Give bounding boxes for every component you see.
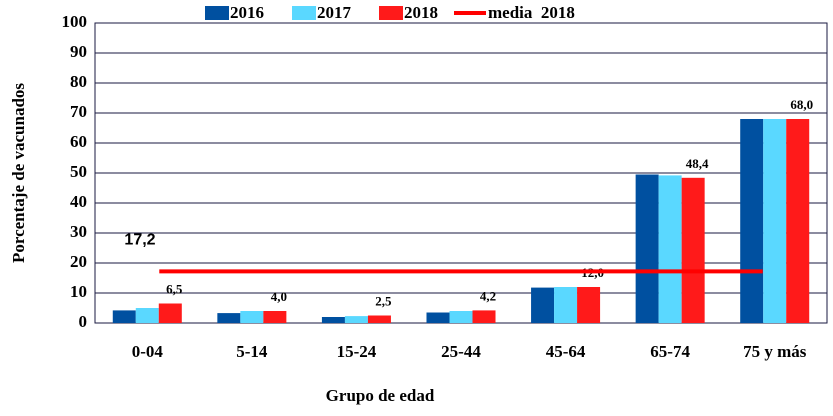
y-tick-label: 80 — [70, 72, 87, 91]
bar — [635, 174, 659, 323]
y-tick-label: 100 — [62, 12, 88, 31]
bar — [658, 175, 682, 323]
bar — [426, 312, 450, 323]
x-tick-label: 25-44 — [441, 342, 481, 361]
y-tick-label: 60 — [70, 132, 87, 151]
x-tick-label: 15-24 — [337, 342, 377, 361]
y-tick-label: 20 — [70, 252, 87, 271]
legend-swatch — [292, 6, 316, 20]
data-label: 48,4 — [686, 156, 709, 171]
y-tick-label: 70 — [70, 102, 87, 121]
bar — [367, 315, 391, 323]
bar — [786, 119, 810, 323]
x-axis-title: Grupo de edad — [326, 386, 435, 405]
bar — [217, 313, 241, 323]
data-label: 4,2 — [480, 288, 496, 303]
legend-label: 2018 — [404, 3, 438, 22]
data-label: 4,0 — [271, 289, 287, 304]
y-tick-label: 30 — [70, 222, 87, 241]
legend-swatch — [379, 6, 403, 20]
bar — [158, 303, 182, 323]
x-tick-label: 75 y más — [743, 342, 807, 361]
y-tick-label: 10 — [70, 282, 87, 301]
bar — [577, 287, 601, 323]
legend-label: 2017 — [317, 3, 352, 22]
x-tick-label: 5-14 — [236, 342, 268, 361]
bar — [263, 311, 287, 323]
data-label: 2,5 — [375, 293, 392, 308]
bar — [554, 287, 578, 323]
bar — [321, 317, 345, 323]
bar — [740, 119, 764, 323]
bar — [240, 311, 264, 323]
legend-label: media 2018 — [488, 3, 575, 22]
bar — [135, 308, 159, 323]
y-tick-label: 40 — [70, 192, 87, 211]
x-tick-label: 45-64 — [546, 342, 586, 361]
legend-swatch — [205, 6, 229, 20]
bar — [531, 287, 555, 323]
y-tick-label: 0 — [79, 312, 88, 331]
x-tick-label: 0-04 — [132, 342, 164, 361]
x-tick-label: 65-74 — [650, 342, 690, 361]
y-axis-title: Porcentaje de vacunados — [9, 83, 28, 263]
bar — [763, 119, 787, 323]
data-label: 68,0 — [790, 97, 813, 112]
data-label: 6,5 — [166, 281, 183, 296]
y-tick-label: 90 — [70, 42, 87, 61]
bar — [112, 310, 136, 323]
bar — [681, 177, 705, 323]
bar — [472, 310, 496, 323]
legend-label: 2016 — [230, 3, 264, 22]
y-tick-label: 50 — [70, 162, 87, 181]
mean-label: 17,2 — [124, 232, 155, 249]
bar — [344, 316, 368, 323]
bar — [449, 311, 473, 323]
